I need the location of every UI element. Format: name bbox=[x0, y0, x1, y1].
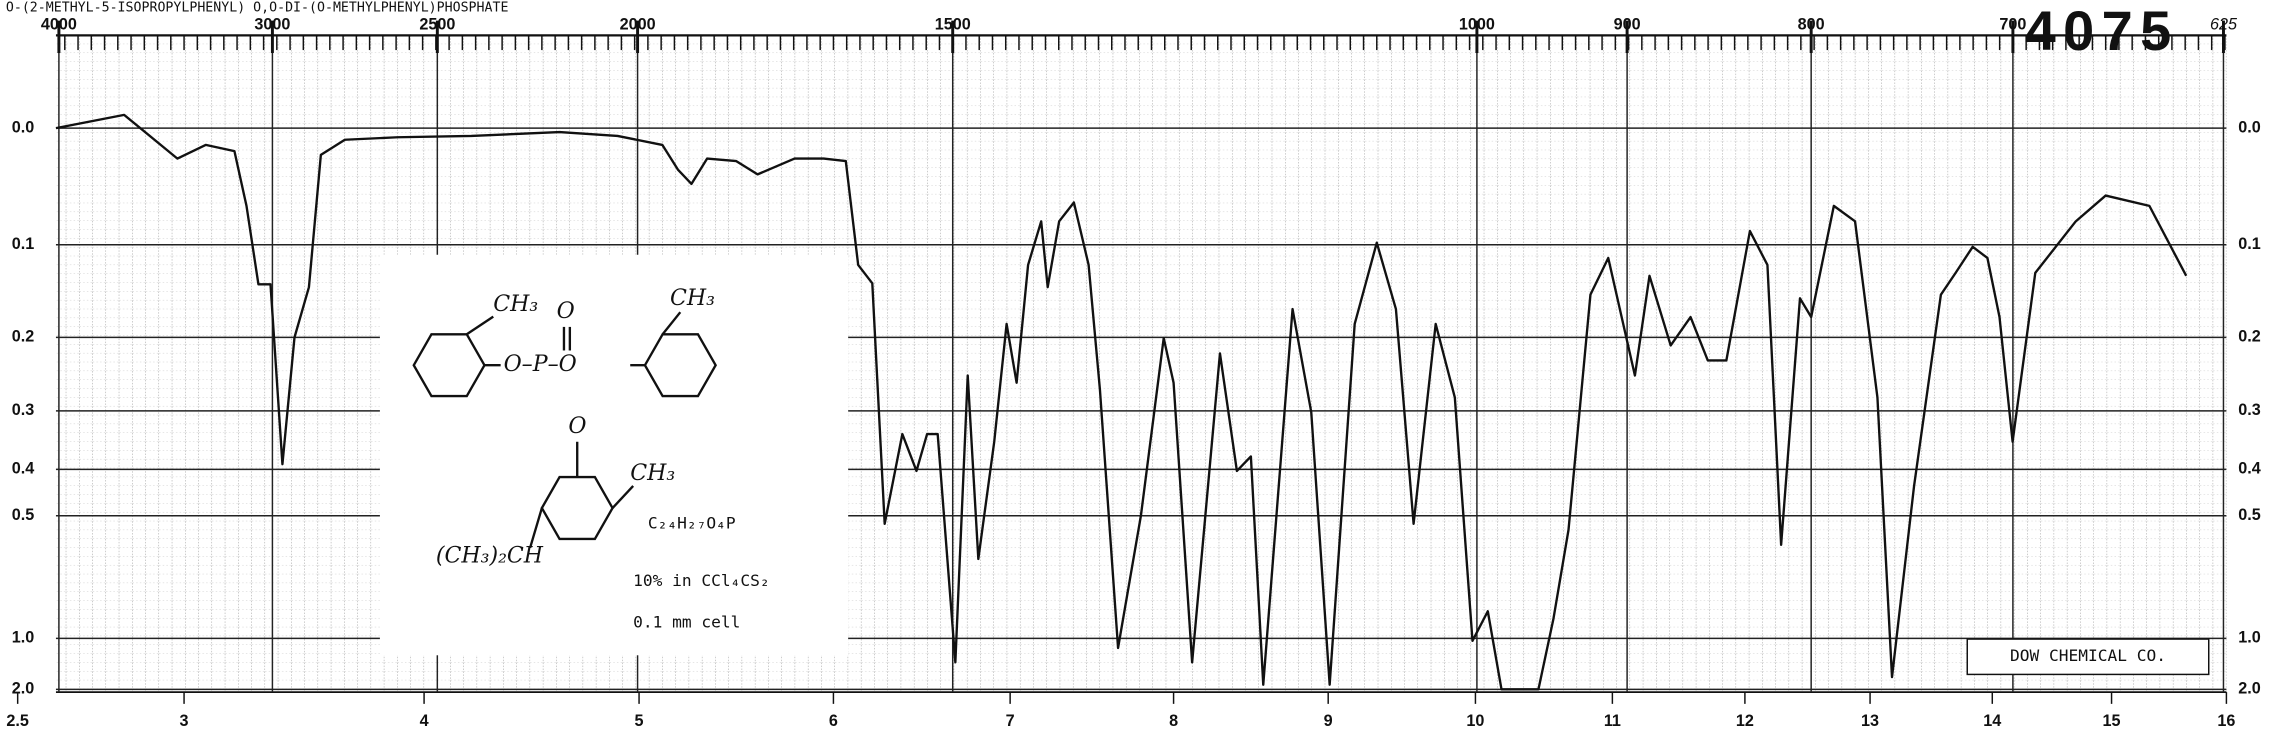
x-tick-label: 9 bbox=[1324, 712, 1333, 730]
structure-label: CH₃ bbox=[630, 461, 675, 486]
bond bbox=[466, 315, 494, 336]
y-tick-label: 1.0 bbox=[12, 629, 35, 647]
structure-label: CH₃ bbox=[493, 292, 538, 317]
y-tick-label-right: 1.0 bbox=[2238, 629, 2261, 647]
y-tick-label-right: 0.1 bbox=[2238, 235, 2261, 253]
bond bbox=[528, 507, 544, 549]
x-tick-label: 14 bbox=[1983, 712, 2001, 730]
structure-label: (CH₃)₂CH bbox=[436, 544, 544, 569]
y-tick-label-right: 0.3 bbox=[2238, 401, 2261, 419]
y-tick-label: 0.2 bbox=[12, 328, 35, 346]
y-tick-label: 0.0 bbox=[12, 118, 35, 136]
y-tick-label-right: 2.0 bbox=[2238, 680, 2261, 698]
bond bbox=[661, 311, 682, 336]
spectrum-line bbox=[55, 113, 2188, 691]
cell: 0.1 mm cell bbox=[633, 612, 740, 631]
y-tick-label-right: 0.0 bbox=[2238, 118, 2261, 136]
bond bbox=[611, 485, 635, 509]
y-tick-label-right: 0.4 bbox=[2238, 460, 2261, 478]
x2-tick-label: 800 bbox=[1798, 15, 1825, 33]
x2-tick-label: 2000 bbox=[620, 15, 656, 33]
x-tick-label: 15 bbox=[2103, 712, 2121, 730]
y-tick-label-right: 0.2 bbox=[2238, 328, 2261, 346]
y-tick-label: 0.3 bbox=[12, 401, 35, 419]
structure-rings bbox=[412, 311, 717, 549]
x2-tick-label: 625 bbox=[2210, 15, 2238, 33]
x2-tick-label: 2500 bbox=[419, 15, 455, 33]
solution: 10% in CCl₄CS₂ bbox=[633, 571, 769, 590]
structure-label: CH₃ bbox=[670, 286, 715, 311]
chart-title: O-(2-METHYL-5-ISOPROPYLPHENYL) O,O-DI-(O… bbox=[6, 0, 509, 15]
x-tick-label: 11 bbox=[1604, 712, 1621, 730]
x-tick-label: 2.5 bbox=[6, 712, 29, 730]
x2-tick-label: 900 bbox=[1614, 15, 1641, 33]
x-tick-label: 10 bbox=[1466, 712, 1484, 730]
x2-tick-label: 4000 bbox=[41, 15, 77, 33]
structure-background bbox=[379, 254, 849, 656]
x2-tick-label: 1500 bbox=[935, 15, 971, 33]
y-tick-label: 2.0 bbox=[12, 680, 35, 698]
x2-tick-label: 700 bbox=[1999, 15, 2026, 33]
x-tick-label: 8 bbox=[1169, 712, 1178, 730]
x-tick-label: 12 bbox=[1736, 712, 1754, 730]
x-tick-label: 7 bbox=[1006, 712, 1015, 730]
y-tick-label: 0.4 bbox=[12, 460, 35, 478]
x-tick-label: 13 bbox=[1861, 712, 1879, 730]
y-tick-label: 0.5 bbox=[12, 506, 35, 524]
formula: C₂₄H₂₇O₄P bbox=[648, 514, 736, 533]
x-tick-label: 4 bbox=[420, 712, 429, 730]
x-tick-label: 16 bbox=[2217, 712, 2235, 730]
x-tick-label: 6 bbox=[829, 712, 838, 730]
credit: DOW CHEMICAL CO. bbox=[2010, 646, 2166, 665]
y-tick-label-right: 0.5 bbox=[2238, 506, 2261, 524]
x-tick-label: 3 bbox=[180, 712, 189, 730]
y-tick-label: 0.1 bbox=[12, 235, 35, 253]
x2-tick-label: 3000 bbox=[254, 15, 290, 33]
structure-label: O bbox=[557, 299, 575, 324]
spectrum-number: 4075 bbox=[2025, 0, 2179, 62]
structure-label: O–P–O bbox=[504, 352, 577, 377]
credit-box bbox=[1966, 638, 2210, 676]
x-tick-label: 5 bbox=[635, 712, 644, 730]
structure-box: CH₃ O O–P–O O CH₃ CH₃ (CH₃)₂CH C₂₄H₂₇O₄P… bbox=[379, 254, 849, 656]
structure-label: O bbox=[568, 414, 586, 439]
x2-tick-label: 1000 bbox=[1459, 15, 1495, 33]
